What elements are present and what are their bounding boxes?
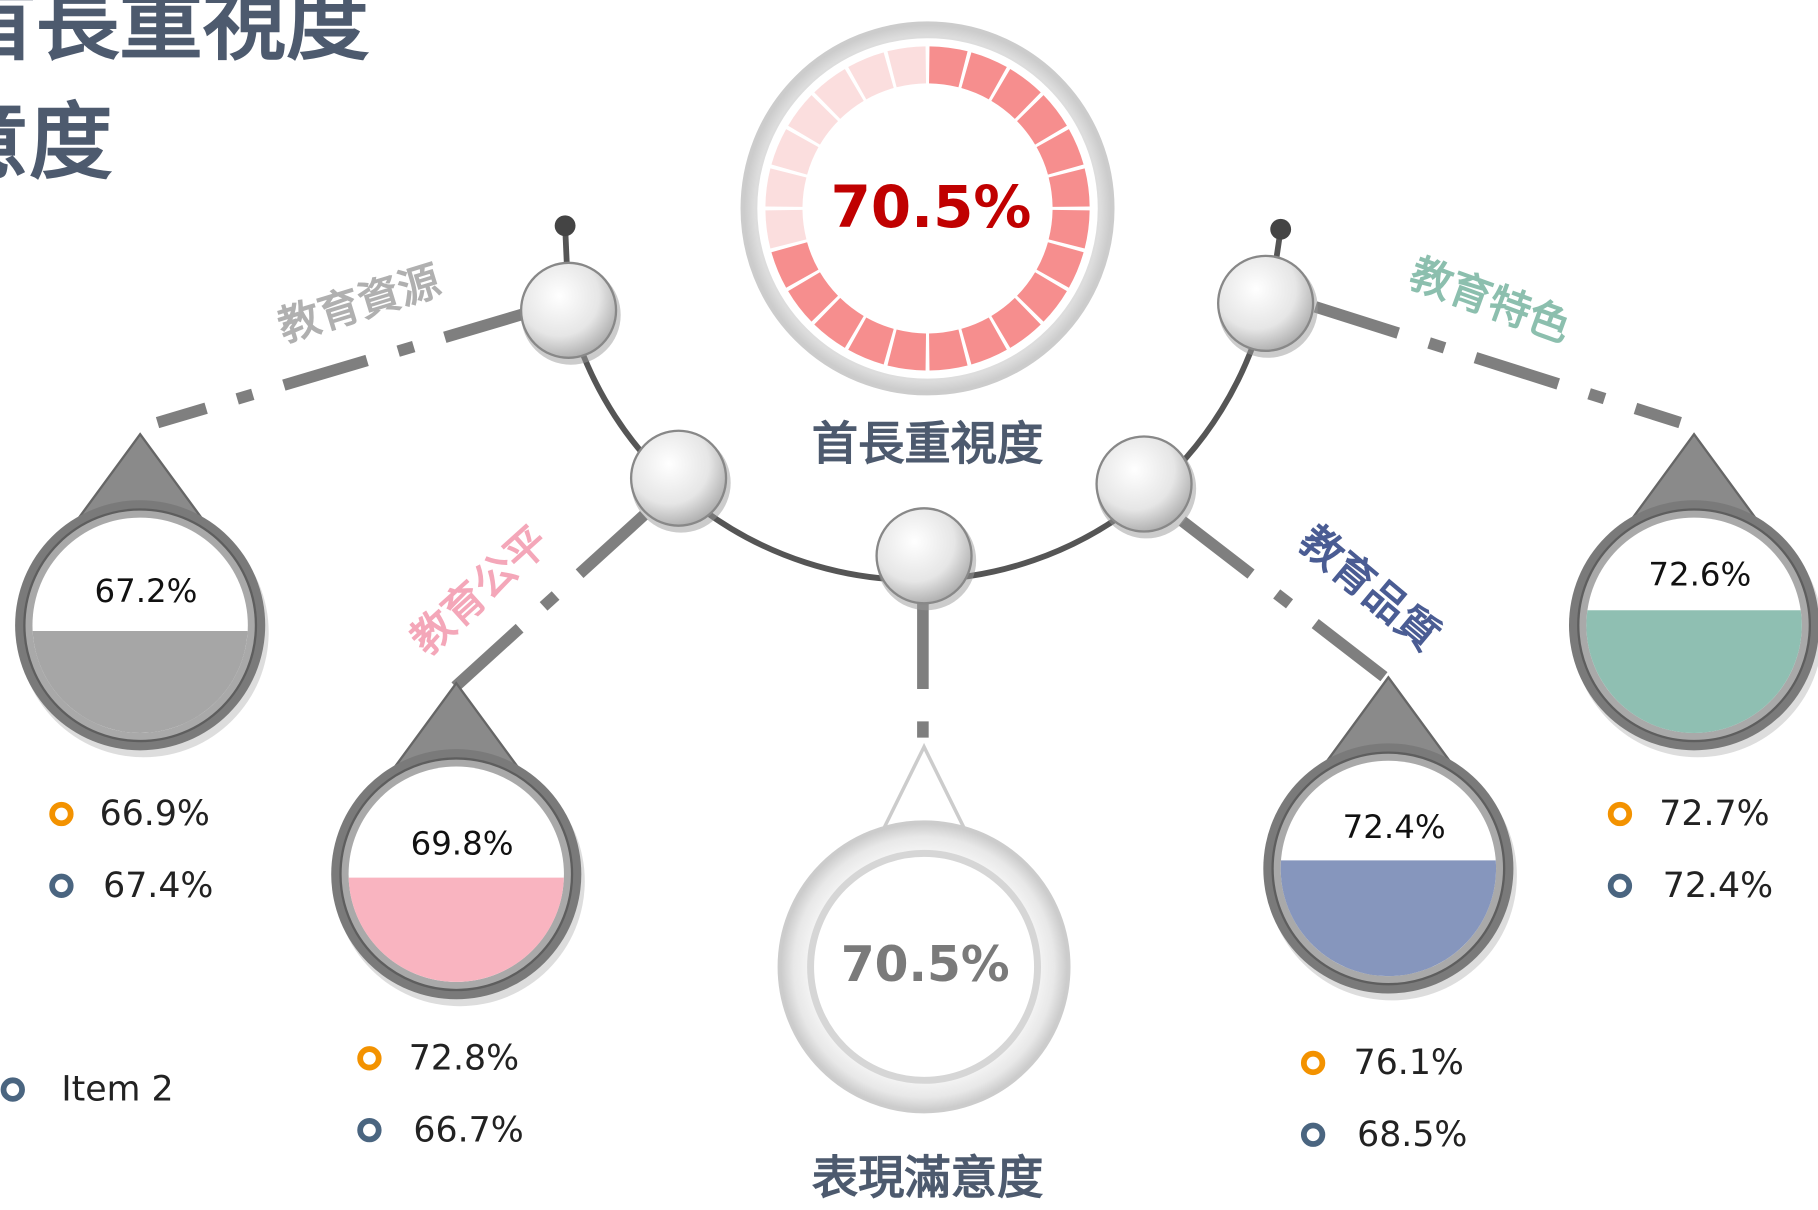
item-value: 72.7% — [1659, 794, 1769, 834]
legend-label: Item 2 — [61, 1070, 173, 1110]
legend-marker — [1304, 1054, 1323, 1073]
ball — [631, 431, 726, 526]
gauge-label: 首長重視度 — [812, 416, 1044, 470]
ring-value: 70.5% — [841, 937, 1010, 993]
branch-label: 教育品質 — [1290, 515, 1449, 660]
center-gauge: 70.5% 首長重視度 — [742, 23, 1113, 470]
title-line: 首長重視度 — [0, 0, 370, 72]
item-value: 66.9% — [100, 794, 210, 834]
legend-marker — [4, 1080, 23, 1099]
legend-marker — [52, 877, 71, 896]
drop-value: 72.4% — [1343, 808, 1446, 846]
legend-marker — [360, 1121, 379, 1140]
item-value: 76.1% — [1354, 1043, 1464, 1083]
ring-label: 表現滿意度 — [812, 1151, 1044, 1205]
drop-value: 69.8% — [411, 824, 514, 862]
legend-marker — [1611, 877, 1630, 896]
item-value: 72.8% — [409, 1038, 519, 1078]
branch-label: 教育資源 — [272, 256, 446, 352]
item-value: 67.4% — [103, 866, 213, 906]
drop-gauge: 72.4% 教育品質 76.1% 68.5% — [1263, 515, 1517, 1154]
legend: Item 2 — [4, 1070, 174, 1110]
ball — [1097, 437, 1192, 532]
branch-label: 教育公平 — [401, 516, 558, 664]
drop-value: 72.6% — [1648, 556, 1751, 594]
pin-head — [555, 215, 576, 236]
drop-value: 67.2% — [94, 572, 197, 610]
ball — [1218, 256, 1313, 351]
ball — [521, 263, 616, 358]
item-value: 72.4% — [1663, 866, 1773, 906]
drop-gauge: 69.8% 教育公平 72.8% 66.7% — [331, 516, 585, 1150]
legend-marker — [52, 805, 71, 824]
branch-label: 教育特色 — [1404, 249, 1577, 352]
infographic: 首長重視度 意度 70.5% 首長重視度 70.5% 表現滿意度 67.2% 教育資源 6… — [0, 0, 1818, 1210]
legend-marker — [1611, 805, 1630, 824]
pin-head — [1270, 219, 1291, 240]
legend-marker — [360, 1049, 379, 1068]
item-value: 66.7% — [413, 1110, 523, 1150]
legend-marker — [1304, 1125, 1323, 1144]
title-line: 意度 — [0, 94, 113, 191]
item-value: 68.5% — [1357, 1115, 1467, 1155]
ball — [877, 508, 972, 603]
gauge-value: 70.5% — [831, 173, 1032, 241]
